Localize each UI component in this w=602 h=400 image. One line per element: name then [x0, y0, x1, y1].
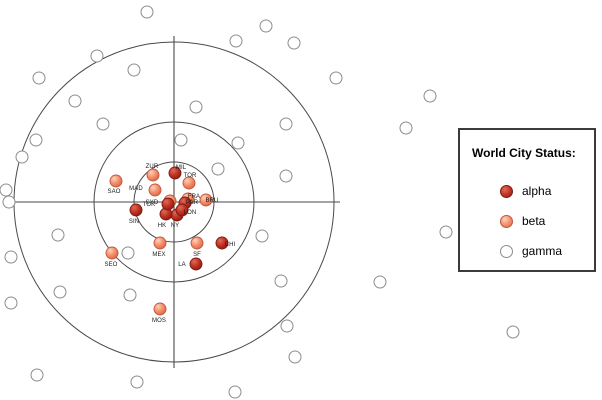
- legend-label-beta: beta: [522, 214, 546, 228]
- city-marker-zur[interactable]: [146, 168, 160, 182]
- city-label-mad: MAD: [129, 186, 143, 192]
- city-label-la: LA: [178, 262, 186, 268]
- city-marker-gamma[interactable]: [68, 94, 82, 108]
- city-label-sin: SIN: [129, 219, 139, 225]
- city-marker-mex[interactable]: [153, 236, 167, 250]
- city-label-tok: TOK: [143, 202, 156, 208]
- city-label-chi: CHI: [225, 242, 236, 248]
- city-marker-mil[interactable]: [168, 166, 182, 180]
- legend-swatch-alpha-icon: [500, 184, 513, 198]
- city-marker-gamma[interactable]: [329, 71, 343, 85]
- city-marker-sf[interactable]: [190, 236, 204, 250]
- city-label-zur: ZUR: [146, 164, 159, 170]
- city-marker-gamma[interactable]: [32, 71, 46, 85]
- city-marker-mad[interactable]: [148, 183, 162, 197]
- city-marker-gamma[interactable]: [0, 183, 13, 197]
- city-label-sf: SF: [193, 252, 201, 258]
- city-label-ny: NY: [171, 223, 180, 229]
- city-marker-gamma[interactable]: [506, 325, 520, 339]
- city-marker-sin[interactable]: [129, 203, 143, 217]
- beta-point-group: [105, 168, 213, 316]
- legend-entry-beta[interactable]: beta: [500, 206, 562, 236]
- gamma-point-group: [0, 5, 520, 399]
- city-marker-gamma[interactable]: [287, 36, 301, 50]
- city-marker-gamma[interactable]: [189, 100, 203, 114]
- city-label-bru: BRU: [206, 198, 219, 204]
- city-marker-tor[interactable]: [182, 176, 196, 190]
- city-marker-gamma[interactable]: [279, 117, 293, 131]
- legend-entry-list: alpha beta gamma: [500, 176, 562, 266]
- city-label-seo: SEO: [105, 262, 118, 268]
- city-label-hk: HK: [158, 223, 167, 229]
- city-marker-gamma[interactable]: [90, 49, 104, 63]
- city-marker-gamma[interactable]: [259, 19, 273, 33]
- legend-label-gamma: gamma: [522, 244, 563, 258]
- city-marker-la[interactable]: [189, 257, 203, 271]
- legend-swatch-gamma-icon: [500, 244, 513, 258]
- city-marker-seo[interactable]: [105, 246, 119, 260]
- city-label-syd: SYD: [146, 200, 159, 206]
- city-marker-gamma[interactable]: [288, 350, 302, 364]
- city-label-mil: MIL: [176, 165, 187, 171]
- city-marker-gamma[interactable]: [96, 117, 110, 131]
- city-marker-gamma[interactable]: [4, 250, 18, 264]
- city-label-fra: FRA: [188, 194, 200, 200]
- legend-entry-gamma[interactable]: gamma: [500, 236, 562, 266]
- legend-entry-alpha[interactable]: alpha: [500, 176, 562, 206]
- city-label-lon: LON: [184, 210, 197, 216]
- city-marker-lon[interactable]: [175, 203, 189, 217]
- city-marker-gamma[interactable]: [229, 34, 243, 48]
- city-marker-gamma[interactable]: [123, 288, 137, 302]
- city-marker-gamma[interactable]: [174, 133, 188, 147]
- city-marker-gamma[interactable]: [121, 246, 135, 260]
- city-label-par: PAR: [186, 200, 199, 206]
- city-marker-gamma[interactable]: [423, 89, 437, 103]
- city-marker-chi[interactable]: [215, 236, 229, 250]
- city-marker-gamma[interactable]: [231, 136, 245, 150]
- city-marker-gamma[interactable]: [51, 228, 65, 242]
- city-marker-gamma[interactable]: [29, 133, 43, 147]
- legend-label-alpha: alpha: [522, 184, 552, 198]
- legend-title: World City Status:: [472, 146, 576, 160]
- city-marker-gamma[interactable]: [30, 368, 44, 382]
- city-marker-gamma[interactable]: [228, 385, 242, 399]
- city-marker-gamma[interactable]: [255, 229, 269, 243]
- city-marker-bru[interactable]: [199, 193, 213, 207]
- legend-swatch-beta-icon: [500, 214, 513, 228]
- city-marker-gamma[interactable]: [211, 162, 225, 176]
- city-label-mos: MOS: [152, 318, 166, 324]
- alpha-point-group: [129, 166, 229, 271]
- city-label-group: MIL NY HK PAR LON TOK SIN CHI LA ZUR TOR MAD SYD FRA B…: [105, 164, 236, 324]
- city-marker-mos[interactable]: [153, 302, 167, 316]
- city-marker-gamma[interactable]: [4, 296, 18, 310]
- city-marker-gamma[interactable]: [2, 195, 16, 209]
- city-marker-gamma[interactable]: [127, 63, 141, 77]
- city-label-mex: MEX: [152, 252, 165, 258]
- city-marker-gamma[interactable]: [140, 5, 154, 19]
- city-marker-gamma[interactable]: [439, 225, 453, 239]
- city-label-sao: SAO: [108, 189, 121, 195]
- city-marker-gamma[interactable]: [280, 319, 294, 333]
- city-marker-tok[interactable]: [161, 197, 175, 211]
- city-marker-gamma[interactable]: [399, 121, 413, 135]
- city-marker-sao[interactable]: [109, 174, 123, 188]
- city-marker-gamma[interactable]: [53, 285, 67, 299]
- city-marker-gamma[interactable]: [279, 169, 293, 183]
- legend-panel: World City Status: alpha beta gamma: [458, 128, 596, 272]
- city-marker-gamma[interactable]: [373, 275, 387, 289]
- city-marker-gamma[interactable]: [130, 375, 144, 389]
- city-label-tor: TOR: [184, 173, 197, 179]
- city-marker-gamma[interactable]: [274, 274, 288, 288]
- city-marker-gamma[interactable]: [15, 150, 29, 164]
